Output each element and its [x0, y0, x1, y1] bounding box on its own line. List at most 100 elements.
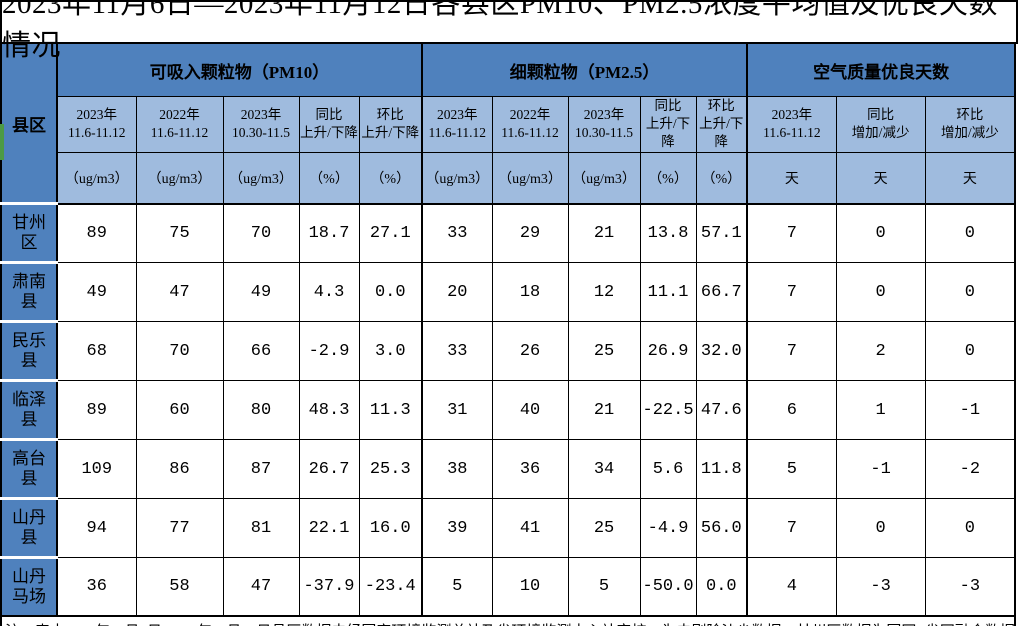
data-cell: 5.6: [639, 439, 697, 500]
data-cell: 66.7: [695, 262, 748, 323]
unit-cell: （ug/m3）: [421, 151, 493, 205]
sub-header: 2022年 11.6-11.12: [135, 96, 224, 153]
table-row: 山丹马场 36 58 47 -37.9 -23.4 5 10 5 -50.0 0…: [0, 556, 1016, 617]
data-cell: 25.3: [358, 439, 423, 500]
sub-header: 环比 增加/减少: [924, 96, 1016, 153]
unit-cell: （ug/m3）: [135, 151, 224, 205]
data-cell: 5: [746, 439, 837, 500]
data-cell: 11.8: [695, 439, 748, 500]
data-cell: 26.7: [298, 439, 360, 500]
data-cell: 20: [421, 262, 493, 323]
county-cell: 肃南县: [0, 261, 58, 323]
data-cell: 5: [421, 557, 493, 617]
data-cell: 10: [491, 557, 569, 617]
table-row: 高台县 109 86 87 26.7 25.3 38 36 34 5.6 11.…: [0, 438, 1016, 500]
data-cell: 29: [491, 203, 569, 264]
data-cell: 6: [746, 380, 837, 441]
data-cell: 0: [924, 321, 1016, 382]
data-cell: 11.3: [358, 380, 423, 441]
sub-header: 2023年 10.30-11.5: [222, 96, 300, 153]
data-cell: 5: [567, 557, 641, 617]
data-cell: 13.8: [639, 203, 697, 264]
data-cell: -22.5: [639, 380, 697, 441]
unit-cell: （ug/m3）: [222, 151, 300, 205]
data-cell: 7: [746, 262, 837, 323]
sub-header: 2023年 10.30-11.5: [567, 96, 641, 153]
unit-cell: （%）: [639, 151, 697, 205]
data-cell: 21: [567, 380, 641, 441]
unit-cell: 天: [924, 151, 1016, 205]
sub-header: 同比 增加/减少: [835, 96, 926, 153]
unit-cell: 天: [746, 151, 837, 205]
data-cell: 0: [835, 498, 926, 559]
data-cell: 0.0: [695, 557, 748, 617]
data-cell: -3: [924, 557, 1016, 617]
county-cell: 临泽县: [0, 379, 58, 441]
data-cell: 75: [135, 203, 224, 264]
data-cell: -37.9: [298, 557, 360, 617]
sub-header: 环比 上升/下降: [695, 96, 748, 153]
page-title: 2023年11月6日—2023年11月12日各县区PM10、PM2.5浓度平均值…: [0, 0, 1018, 62]
data-cell: 11.1: [639, 262, 697, 323]
table-row: 肃南县 49 47 49 4.3 0.0 20 18 12 11.1 66.7 …: [0, 261, 1016, 323]
data-cell: 3.0: [358, 321, 423, 382]
data-cell: 81: [222, 498, 300, 559]
sub-header: 2023年 11.6-11.12: [421, 96, 493, 153]
data-cell: 31: [421, 380, 493, 441]
data-cell: 56.0: [695, 498, 748, 559]
data-cell: 87: [222, 439, 300, 500]
unit-cell: （%）: [695, 151, 748, 205]
data-cell: 0: [835, 203, 926, 264]
unit-cell: （%）: [358, 151, 423, 205]
data-cell: 4: [746, 557, 837, 617]
data-cell: 0: [835, 262, 926, 323]
data-cell: 2: [835, 321, 926, 382]
data-cell: -2: [924, 439, 1016, 500]
data-cell: 16.0: [358, 498, 423, 559]
data-cell: 0: [924, 203, 1016, 264]
data-cell: 36: [491, 439, 569, 500]
table-row: 甘州区 89 75 70 18.7 27.1 33 29 21 13.8 57.…: [0, 202, 1016, 264]
data-cell: -4.9: [639, 498, 697, 559]
data-cell: 41: [491, 498, 569, 559]
data-cell: 60: [135, 380, 224, 441]
county-cell: 山丹马场: [0, 556, 58, 617]
data-cell: -1: [835, 439, 926, 500]
data-cell: 39: [421, 498, 493, 559]
unit-cell: （ug/m3）: [491, 151, 569, 205]
unit-cell: （%）: [298, 151, 360, 205]
data-cell: 33: [421, 321, 493, 382]
sub-header: 2023年 11.6-11.12: [56, 96, 137, 153]
data-cell: 33: [421, 203, 493, 264]
data-cell: -3: [835, 557, 926, 617]
data-cell: 7: [746, 321, 837, 382]
data-cell: 25: [567, 321, 641, 382]
data-cell: 94: [56, 498, 137, 559]
data-cell: 86: [135, 439, 224, 500]
data-cell: -2.9: [298, 321, 360, 382]
left-edge-green-sliver: [0, 124, 4, 160]
data-cell: 1: [835, 380, 926, 441]
data-cell: -23.4: [358, 557, 423, 617]
data-cell: 68: [56, 321, 137, 382]
corner-header-county: 县区: [0, 42, 58, 205]
data-cell: 89: [56, 380, 137, 441]
sub-header: 环比 上升/下降: [358, 96, 423, 153]
county-cell: 山丹县: [0, 497, 58, 559]
data-cell: 21: [567, 203, 641, 264]
data-cell: 47.6: [695, 380, 748, 441]
data-cell: 70: [222, 203, 300, 264]
table-row: 临泽县 89 60 80 48.3 11.3 31 40 21 -22.5 47…: [0, 379, 1016, 441]
sub-header: 2023年 11.6-11.12: [746, 96, 837, 153]
data-cell: 70: [135, 321, 224, 382]
table-row: 民乐县 68 70 66 -2.9 3.0 33 26 25 26.9 32.0…: [0, 320, 1016, 382]
data-cell: 47: [135, 262, 224, 323]
data-cell: 0: [924, 498, 1016, 559]
unit-cell: （ug/m3）: [56, 151, 137, 205]
group-header-pm10: 可吸入颗粒物（PM10）: [55, 42, 423, 97]
data-cell: 89: [56, 203, 137, 264]
data-cell: 77: [135, 498, 224, 559]
data-cell: 58: [135, 557, 224, 617]
table-row: 山丹县 94 77 81 22.1 16.0 39 41 25 -4.9 56.…: [0, 497, 1016, 559]
